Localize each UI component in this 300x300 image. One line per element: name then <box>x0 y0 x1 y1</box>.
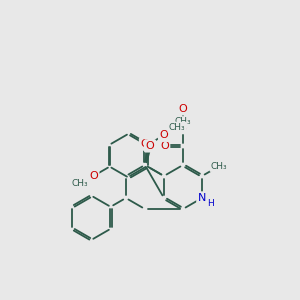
Text: CH₃: CH₃ <box>72 179 88 188</box>
Text: N: N <box>198 193 206 203</box>
Text: O: O <box>146 141 154 151</box>
Text: O: O <box>140 139 149 149</box>
Text: O: O <box>160 130 168 140</box>
Text: H: H <box>207 199 214 208</box>
Text: CH₃: CH₃ <box>169 123 186 132</box>
Text: O: O <box>178 123 188 133</box>
Text: O: O <box>160 141 169 151</box>
Text: CH₃: CH₃ <box>175 118 191 127</box>
Text: O: O <box>178 104 188 114</box>
Text: O: O <box>89 171 98 181</box>
Text: CH₃: CH₃ <box>211 162 227 171</box>
